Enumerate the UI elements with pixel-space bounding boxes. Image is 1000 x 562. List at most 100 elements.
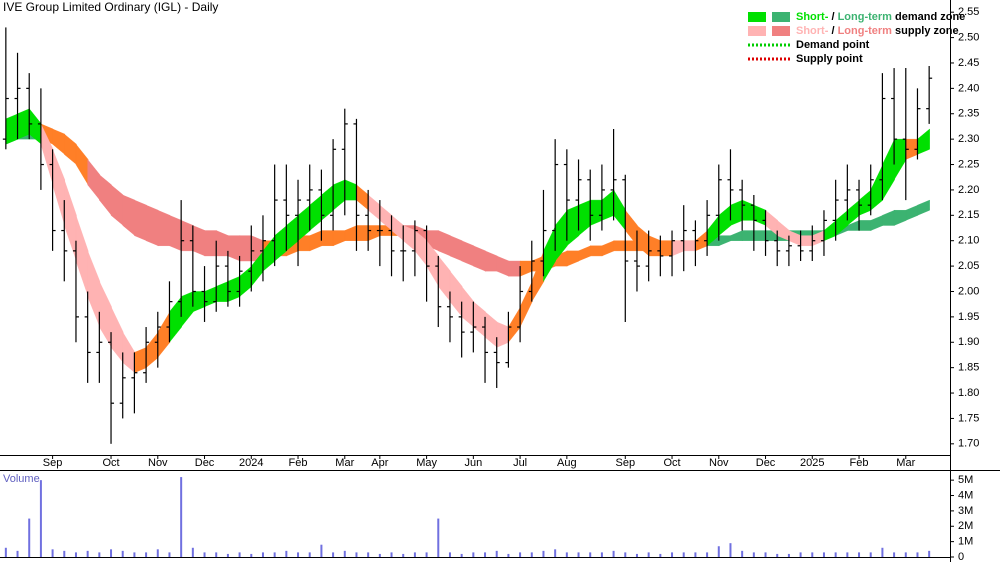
volume-bar xyxy=(425,552,428,557)
zone-segment xyxy=(17,108,30,140)
legend-text-part: demand zone xyxy=(892,11,965,23)
x-tick-label: Oct xyxy=(102,457,119,469)
volume-bar xyxy=(893,552,896,557)
volume-bar xyxy=(752,552,755,557)
volume-bar xyxy=(834,552,837,557)
x-tick-label: Nov xyxy=(709,457,729,469)
legend-text-part: Long-term xyxy=(838,11,893,23)
x-tick-label: Apr xyxy=(371,457,388,469)
y-tick-label: 2.35 xyxy=(958,108,979,120)
volume-bar xyxy=(402,553,405,557)
volume-bar xyxy=(16,550,19,557)
volume-bar xyxy=(355,552,358,557)
volume-bar xyxy=(600,552,603,557)
volume-bar xyxy=(168,552,171,557)
volume-bar xyxy=(367,552,370,557)
x-tick-label: Feb xyxy=(850,457,869,469)
volume-tick-label: 0 xyxy=(958,551,964,562)
volume-bar xyxy=(869,552,872,557)
volume-bar xyxy=(110,549,113,557)
volume-bar xyxy=(39,480,42,557)
y-tick-label: 1.70 xyxy=(958,438,979,450)
volume-bar xyxy=(156,549,159,557)
volume-tick-label: 3M xyxy=(958,505,973,517)
zone-segment xyxy=(145,204,159,247)
legend-label: Short- / Long-term demand zone xyxy=(796,11,965,23)
volume-bar xyxy=(624,552,627,557)
legend-text-part: supply zone xyxy=(892,25,959,37)
zone-segment xyxy=(180,220,194,252)
y-tick-label: 2.20 xyxy=(958,184,979,196)
x-tick-label: May xyxy=(416,457,437,469)
volume-bar xyxy=(904,552,907,557)
x-tick-label: Feb xyxy=(289,457,308,469)
legend-text-part: Short- xyxy=(796,25,829,37)
legend-label: Supply point xyxy=(796,53,863,65)
volume-tick-label: 4M xyxy=(958,489,973,501)
volume-bar xyxy=(4,547,7,557)
x-tick-label: Dec xyxy=(756,457,776,469)
legend-text-part: Supply point xyxy=(796,53,863,65)
volume-bar xyxy=(74,552,77,557)
x-tick-label: Mar xyxy=(335,457,354,469)
legend-label: Demand point xyxy=(796,39,870,51)
volume-bar xyxy=(846,552,849,557)
volume-bar xyxy=(121,550,124,557)
volume-bar xyxy=(729,543,732,557)
zone-segment xyxy=(613,240,626,252)
y-tick-label: 2.10 xyxy=(958,235,979,247)
volume-bar xyxy=(928,550,931,557)
y-tick-label: 1.75 xyxy=(958,412,979,424)
zone-segment xyxy=(917,199,930,216)
x-tick-label: Jun xyxy=(464,457,482,469)
volume-bar xyxy=(507,553,510,557)
volume-bar xyxy=(659,553,662,557)
zone-segment xyxy=(660,240,673,257)
volume-bar xyxy=(787,553,790,557)
volume-bar xyxy=(694,552,697,557)
zone-segment xyxy=(239,235,252,262)
volume-bar xyxy=(776,553,779,557)
volume-bar xyxy=(98,552,101,557)
volume-bar xyxy=(916,552,919,557)
zone-segment xyxy=(858,220,872,231)
legend-swatch xyxy=(748,26,766,36)
volume-bar xyxy=(285,550,288,557)
volume-bar xyxy=(413,552,416,557)
x-tick-label: Nov xyxy=(148,457,168,469)
volume-bar xyxy=(858,552,861,557)
zone-segment xyxy=(741,230,755,241)
volume-bar xyxy=(706,552,709,557)
volume-label: Volume xyxy=(3,473,40,485)
volume-bar xyxy=(180,477,183,557)
y-tick-label: 2.00 xyxy=(958,285,979,297)
volume-bar xyxy=(822,552,825,557)
volume-bar xyxy=(717,546,720,557)
zone-segment xyxy=(800,235,813,246)
price-bars xyxy=(2,27,933,444)
x-tick-label: Jul xyxy=(513,457,527,469)
zone-segment xyxy=(5,113,19,145)
volume-bar xyxy=(320,544,323,557)
zone-segment xyxy=(590,245,603,257)
legend-text-part: Short- xyxy=(796,11,829,23)
volume-bar xyxy=(390,552,393,557)
legend-swatch xyxy=(772,12,790,22)
volume-bar xyxy=(203,552,206,557)
x-tick-label: Aug xyxy=(557,457,577,469)
volume-bar xyxy=(215,552,218,557)
volume-bar xyxy=(799,552,802,557)
volume-bar xyxy=(589,552,592,557)
volume-bar xyxy=(495,550,498,557)
volume-bar xyxy=(554,549,557,557)
legend-text-part: Demand point xyxy=(796,39,870,51)
volume-bar xyxy=(671,552,674,557)
zone-segment xyxy=(204,230,217,257)
volume-bar xyxy=(811,552,814,557)
volume-bar xyxy=(612,550,615,557)
volume-bar xyxy=(647,552,650,557)
volume-bar xyxy=(519,552,522,557)
volume-bar xyxy=(530,552,533,557)
